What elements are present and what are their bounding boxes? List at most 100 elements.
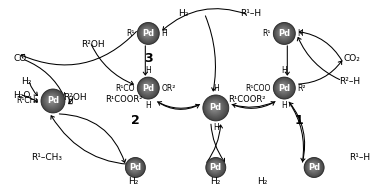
Circle shape — [207, 159, 225, 176]
Circle shape — [139, 80, 156, 96]
Circle shape — [138, 78, 158, 98]
Circle shape — [213, 165, 216, 168]
Circle shape — [279, 29, 288, 37]
Circle shape — [145, 31, 149, 35]
Circle shape — [210, 102, 220, 112]
Circle shape — [276, 80, 292, 96]
Circle shape — [138, 78, 159, 98]
Circle shape — [204, 97, 227, 119]
Circle shape — [145, 85, 149, 89]
Circle shape — [209, 161, 222, 173]
Circle shape — [277, 81, 290, 94]
Circle shape — [141, 27, 154, 39]
Circle shape — [43, 91, 62, 110]
Circle shape — [309, 162, 318, 172]
Circle shape — [127, 159, 143, 175]
Circle shape — [49, 98, 54, 102]
Circle shape — [210, 103, 219, 111]
Circle shape — [146, 32, 147, 33]
Circle shape — [146, 31, 149, 34]
Circle shape — [143, 83, 152, 92]
Circle shape — [144, 85, 150, 90]
Text: R¹: R¹ — [127, 29, 135, 38]
Text: 3: 3 — [144, 52, 153, 65]
Text: R²: R² — [298, 83, 306, 93]
Circle shape — [311, 164, 315, 169]
Circle shape — [281, 31, 285, 34]
Circle shape — [208, 159, 224, 175]
Circle shape — [305, 159, 323, 176]
Circle shape — [305, 159, 322, 176]
Circle shape — [206, 158, 225, 177]
Text: H₂: H₂ — [178, 9, 189, 18]
Circle shape — [48, 97, 55, 103]
Circle shape — [204, 96, 227, 120]
Circle shape — [144, 29, 151, 36]
Circle shape — [311, 165, 314, 168]
Circle shape — [46, 94, 58, 107]
Circle shape — [144, 30, 150, 36]
Circle shape — [309, 163, 318, 171]
Circle shape — [282, 86, 283, 88]
Text: R¹–H: R¹–H — [349, 153, 370, 162]
Circle shape — [146, 31, 148, 34]
Circle shape — [277, 81, 291, 95]
Circle shape — [206, 98, 225, 117]
Circle shape — [278, 82, 289, 93]
Circle shape — [138, 23, 159, 44]
Circle shape — [282, 86, 284, 88]
Circle shape — [143, 83, 152, 92]
Circle shape — [143, 28, 152, 37]
Circle shape — [212, 104, 217, 109]
Circle shape — [140, 80, 156, 96]
Circle shape — [213, 165, 217, 169]
Circle shape — [146, 86, 147, 88]
Circle shape — [311, 165, 315, 169]
Text: OR²: OR² — [162, 83, 176, 93]
Circle shape — [281, 85, 285, 89]
Circle shape — [133, 166, 135, 168]
Text: CO: CO — [13, 54, 26, 63]
Circle shape — [310, 163, 316, 170]
Text: CO₂: CO₂ — [344, 54, 361, 63]
Text: H: H — [282, 66, 287, 75]
Text: R¹–CH₃: R¹–CH₃ — [31, 153, 62, 162]
Circle shape — [280, 30, 286, 36]
Circle shape — [305, 158, 324, 177]
Circle shape — [142, 82, 153, 93]
Circle shape — [310, 163, 317, 171]
Circle shape — [212, 105, 216, 109]
Circle shape — [209, 102, 220, 113]
Circle shape — [141, 81, 155, 95]
Text: H: H — [146, 66, 151, 75]
Circle shape — [214, 166, 215, 167]
Circle shape — [307, 161, 320, 173]
Circle shape — [131, 163, 138, 170]
Circle shape — [50, 98, 53, 102]
Text: H₂: H₂ — [210, 177, 220, 186]
Text: R¹CH₂: R¹CH₂ — [16, 96, 39, 105]
Circle shape — [47, 96, 56, 105]
Text: H: H — [213, 83, 219, 93]
Text: Pd: Pd — [129, 163, 141, 172]
Circle shape — [141, 81, 154, 94]
Circle shape — [132, 164, 136, 169]
Text: H₂: H₂ — [21, 77, 32, 86]
Circle shape — [127, 160, 143, 175]
Circle shape — [281, 86, 285, 89]
Circle shape — [208, 100, 222, 115]
Circle shape — [307, 161, 320, 174]
Circle shape — [139, 79, 158, 97]
Circle shape — [278, 28, 289, 38]
Circle shape — [277, 27, 290, 39]
Circle shape — [276, 25, 292, 41]
Text: Pd: Pd — [47, 96, 59, 105]
Circle shape — [277, 26, 290, 40]
Circle shape — [207, 100, 223, 115]
Circle shape — [129, 162, 141, 173]
Circle shape — [213, 106, 215, 107]
Circle shape — [281, 31, 285, 35]
Circle shape — [142, 28, 153, 38]
Circle shape — [203, 96, 228, 120]
Circle shape — [280, 85, 286, 90]
